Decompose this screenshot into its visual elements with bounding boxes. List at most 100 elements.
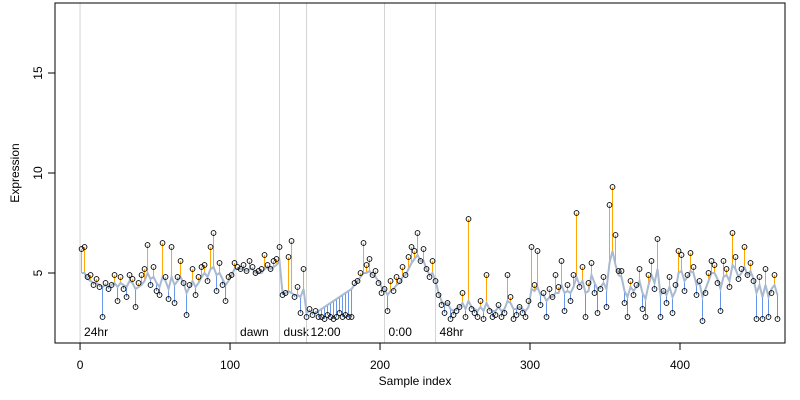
point bbox=[567, 298, 574, 304]
point bbox=[417, 258, 424, 264]
point bbox=[564, 282, 571, 288]
point bbox=[774, 316, 781, 322]
point bbox=[216, 260, 223, 266]
point bbox=[282, 290, 289, 296]
point bbox=[447, 316, 454, 322]
point bbox=[747, 260, 754, 266]
point bbox=[315, 314, 322, 320]
point bbox=[687, 250, 694, 256]
point bbox=[669, 310, 676, 316]
point bbox=[702, 290, 709, 296]
point bbox=[678, 252, 685, 258]
point bbox=[306, 306, 313, 312]
point bbox=[711, 262, 718, 268]
annotation-label: 24hr bbox=[84, 325, 108, 339]
point bbox=[90, 282, 97, 288]
point bbox=[153, 288, 160, 294]
point bbox=[528, 244, 535, 250]
point bbox=[462, 314, 469, 320]
point bbox=[273, 256, 280, 262]
point bbox=[651, 286, 658, 292]
point bbox=[177, 258, 184, 264]
point bbox=[81, 244, 88, 250]
point bbox=[141, 266, 148, 272]
point bbox=[471, 310, 478, 316]
point bbox=[288, 238, 295, 244]
point bbox=[621, 300, 628, 306]
point bbox=[408, 244, 415, 250]
point bbox=[717, 308, 724, 314]
point bbox=[297, 310, 304, 316]
point bbox=[87, 272, 94, 278]
point bbox=[603, 304, 610, 310]
point bbox=[657, 314, 664, 320]
point bbox=[768, 290, 775, 296]
point bbox=[624, 314, 631, 320]
point bbox=[381, 286, 388, 292]
point bbox=[219, 282, 226, 288]
point bbox=[321, 316, 328, 322]
point bbox=[543, 314, 550, 320]
point bbox=[663, 300, 670, 306]
point bbox=[348, 314, 355, 320]
point bbox=[750, 278, 757, 284]
point bbox=[708, 258, 715, 264]
point bbox=[213, 288, 220, 294]
point bbox=[681, 288, 688, 294]
point bbox=[366, 256, 373, 262]
point bbox=[108, 282, 115, 288]
point bbox=[147, 282, 154, 288]
point bbox=[642, 314, 649, 320]
y-tick-label: 15 bbox=[31, 66, 45, 80]
point bbox=[105, 286, 112, 292]
point bbox=[375, 280, 382, 286]
point bbox=[246, 258, 253, 264]
point bbox=[723, 266, 730, 272]
point bbox=[756, 274, 763, 280]
point bbox=[336, 310, 343, 316]
point bbox=[465, 216, 472, 222]
point bbox=[690, 264, 697, 270]
point bbox=[396, 278, 403, 284]
point bbox=[291, 294, 298, 300]
x-tick-label: 300 bbox=[520, 358, 540, 372]
point bbox=[738, 266, 745, 272]
point bbox=[588, 260, 595, 266]
point bbox=[741, 244, 748, 250]
point bbox=[294, 284, 301, 290]
point bbox=[594, 310, 601, 316]
point bbox=[393, 274, 400, 280]
point bbox=[144, 242, 151, 248]
point bbox=[495, 302, 502, 308]
point bbox=[759, 316, 766, 322]
point bbox=[378, 290, 385, 296]
point bbox=[612, 232, 619, 238]
point bbox=[429, 258, 436, 264]
point bbox=[111, 272, 118, 278]
point bbox=[639, 306, 646, 312]
point bbox=[453, 308, 460, 314]
point bbox=[243, 268, 250, 274]
point bbox=[606, 202, 613, 208]
x-tick-label: 100 bbox=[220, 358, 240, 372]
point bbox=[492, 312, 499, 318]
point bbox=[117, 274, 124, 280]
point bbox=[420, 246, 427, 252]
point bbox=[591, 290, 598, 296]
x-tick-label: 200 bbox=[370, 358, 390, 372]
point bbox=[576, 284, 583, 290]
point bbox=[303, 314, 310, 320]
point bbox=[573, 210, 580, 216]
point bbox=[534, 248, 541, 254]
point bbox=[411, 248, 418, 254]
point bbox=[123, 294, 130, 300]
point bbox=[426, 274, 433, 280]
point bbox=[726, 284, 733, 290]
point bbox=[744, 272, 751, 278]
point bbox=[96, 284, 103, 290]
y-axis-label: Expression bbox=[8, 143, 22, 202]
point bbox=[762, 266, 769, 272]
point bbox=[444, 300, 451, 306]
